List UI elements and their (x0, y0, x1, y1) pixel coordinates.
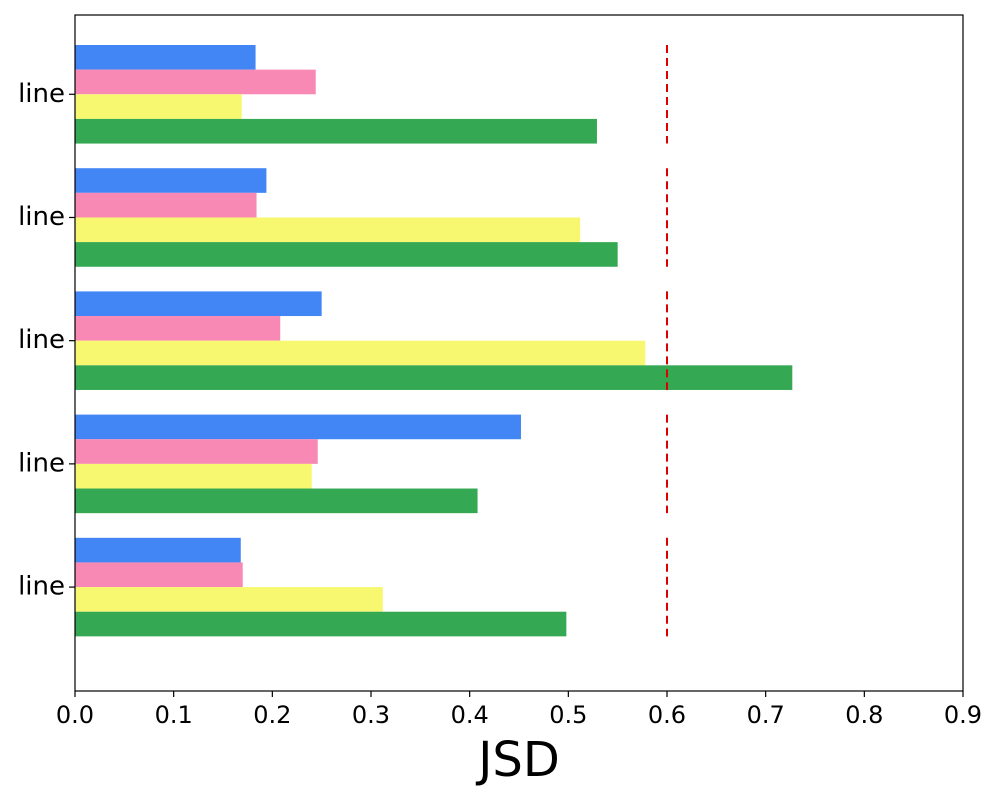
bar-cat0-series0 (75, 45, 256, 70)
x-tick-label: 0.9 (944, 701, 982, 729)
bar-cat1-series3 (75, 242, 618, 267)
y-tick-label: line (18, 448, 65, 478)
bar-cat0-series2 (75, 94, 242, 119)
y-axis-ticks: line line line line line (18, 79, 75, 602)
bar-cat2-series1 (75, 316, 281, 341)
y-tick-label: line (18, 325, 65, 355)
x-axis-ticks: 0.0 0.1 0.2 0.3 0.4 0.5 0.6 0.7 0.8 0.9 (56, 691, 982, 729)
y-tick-label: line (18, 572, 65, 602)
x-tick-label: 0.1 (155, 701, 193, 729)
bar-cat2-series3 (75, 365, 793, 390)
y-tick-label: line (18, 202, 65, 232)
x-tick-label: 0.3 (352, 701, 390, 729)
plot-frame (74, 14, 964, 692)
bar-cat4-series3 (75, 611, 567, 637)
bar-cat1-series0 (75, 168, 267, 193)
x-tick-label: 0.8 (845, 701, 883, 729)
bar-cat2-series0 (75, 291, 322, 317)
bar-cat4-series0 (75, 537, 241, 563)
bar-cat2-series2 (75, 340, 646, 366)
bar-cat4-series2 (75, 587, 383, 612)
bar-cat0-series1 (75, 69, 316, 95)
x-axis-title: JSD (475, 732, 560, 788)
bar-cat3-series1 (75, 439, 318, 464)
bar-cat0-series3 (75, 118, 597, 144)
x-tick-label: 0.4 (451, 701, 489, 729)
x-tick-label: 0.6 (648, 701, 686, 729)
bars-layer (75, 45, 793, 637)
bar-cat3-series2 (75, 463, 312, 489)
bar-cat4-series1 (75, 562, 243, 588)
x-tick-label: 0.7 (747, 701, 785, 729)
bar-cat1-series2 (75, 217, 581, 243)
y-tick-label: line (18, 79, 65, 109)
x-tick-label: 0.5 (549, 701, 587, 729)
bar-cat3-series3 (75, 488, 478, 514)
x-tick-label: 0.2 (253, 701, 291, 729)
bar-cat3-series0 (75, 414, 521, 440)
bar-cat1-series1 (75, 192, 257, 218)
x-tick-label: 0.0 (56, 701, 94, 729)
